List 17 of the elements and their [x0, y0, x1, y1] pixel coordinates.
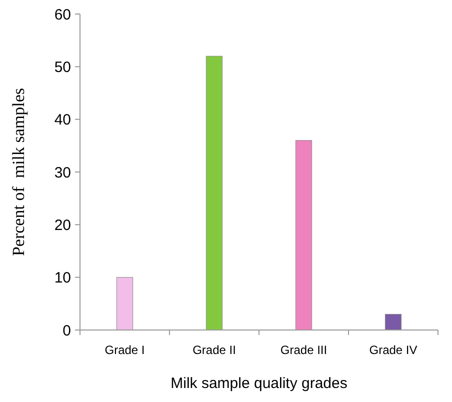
x-axis-title: Milk sample quality grades: [170, 375, 348, 392]
x-tick-label: Grade III: [280, 343, 328, 357]
x-tick-label: Grade I: [104, 343, 145, 357]
y-tick-label: 30: [54, 164, 71, 182]
y-tick-label: 0: [62, 322, 71, 340]
y-axis-title: Percent of milk samples: [9, 88, 28, 256]
y-tick-label: 40: [54, 112, 71, 129]
x-tick-label: Grade II: [192, 343, 236, 357]
bar: [206, 56, 223, 330]
y-tick-label: 10: [54, 270, 71, 287]
x-tick-label: Grade IV: [369, 343, 418, 357]
bar: [116, 277, 134, 330]
y-tick-label: 60: [54, 6, 71, 24]
bar: [384, 314, 402, 330]
bar: [295, 140, 312, 330]
y-tick-label: 20: [54, 216, 71, 234]
y-tick-label: 50: [54, 58, 71, 76]
